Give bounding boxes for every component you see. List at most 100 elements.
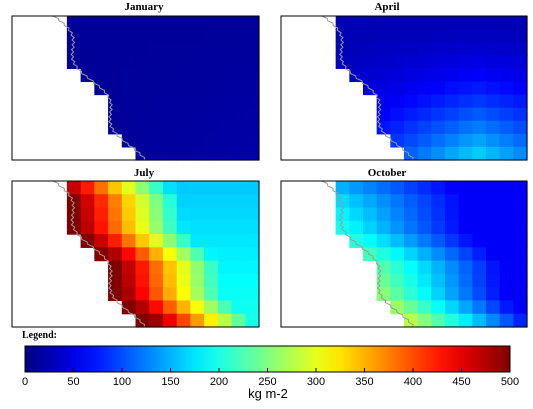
heatmap-cell — [445, 247, 460, 262]
heatmap-cell — [363, 207, 378, 222]
heatmap-cell — [217, 220, 233, 235]
heatmap-cell — [486, 234, 501, 248]
heatmap-cell — [190, 260, 205, 275]
heatmap-cell — [80, 55, 95, 69]
heatmap-cell — [417, 68, 432, 83]
heatmap-cell — [176, 146, 191, 161]
heatmap-cell — [108, 194, 123, 209]
heatmap-cell — [404, 81, 419, 96]
heatmap-cell — [231, 146, 246, 161]
heatmap-cell — [217, 55, 233, 69]
heatmap-cell — [245, 287, 260, 302]
heatmap-cell — [245, 146, 260, 161]
heatmap-cell — [204, 194, 219, 209]
heatmap-cell — [417, 247, 432, 262]
heatmap-cell — [458, 146, 473, 161]
heatmap-cell — [217, 133, 233, 148]
heatmap-cell — [135, 260, 150, 275]
heatmap-cell — [217, 234, 233, 248]
heatmap-cell — [431, 260, 446, 275]
heatmap-cell — [404, 220, 419, 235]
heatmap-cell — [94, 234, 109, 248]
heatmap-cell — [390, 42, 405, 56]
heatmap-cell — [349, 29, 364, 43]
heatmap-cell — [472, 29, 487, 43]
heatmap-cell — [390, 247, 405, 262]
heatmap-cell — [513, 181, 528, 195]
heatmap-cell — [499, 81, 514, 96]
heatmap-cell — [176, 29, 191, 43]
heatmap-cell — [231, 55, 246, 69]
heatmap-cell — [513, 300, 528, 315]
heatmap-cell — [417, 16, 432, 30]
heatmap-cell — [513, 107, 528, 122]
heatmap-cell — [513, 133, 528, 148]
heatmap-cell — [417, 94, 432, 109]
heatmap-cell — [417, 300, 432, 315]
heatmap-cell — [458, 287, 473, 302]
heatmap-cell — [445, 146, 460, 161]
heatmap-cell — [121, 260, 137, 275]
heatmap-cell — [404, 234, 419, 248]
heatmap-cell — [149, 181, 164, 195]
heatmap-cell — [121, 107, 137, 122]
heatmap-cell — [176, 287, 191, 302]
heatmap-cell — [121, 42, 137, 56]
heatmap-cell — [431, 220, 446, 235]
heatmap-cell — [162, 313, 178, 328]
heatmap-cell — [376, 29, 391, 43]
heatmap-cell — [390, 273, 405, 288]
heatmap-cell — [390, 16, 405, 30]
heatmap-cell — [335, 207, 350, 222]
heatmap-cell — [135, 300, 150, 315]
heatmap-cell — [431, 133, 446, 148]
heatmap-cell — [121, 234, 137, 248]
heatmap-cell — [417, 29, 432, 43]
heatmap-cell — [486, 313, 501, 328]
heatmap-cell — [458, 81, 473, 96]
heatmap-cell — [458, 220, 473, 235]
heatmap-cell — [80, 29, 95, 43]
heatmap-cell — [108, 207, 123, 222]
heatmap-cell — [176, 234, 191, 248]
heatmap-cell — [162, 29, 178, 43]
heatmap-cell — [431, 194, 446, 209]
heatmap-cell — [445, 81, 460, 96]
heatmap-cell — [431, 181, 446, 195]
heatmap-cell — [458, 300, 473, 315]
heatmap-cell — [349, 16, 364, 30]
heatmap-cell — [431, 287, 446, 302]
heatmap-cell — [190, 146, 205, 161]
heatmap-cell — [217, 287, 233, 302]
heatmap-cell — [149, 260, 164, 275]
heatmap-cell — [231, 29, 246, 43]
heatmap-cell — [376, 68, 391, 83]
heatmap-cell — [499, 42, 514, 56]
heatmap-cell — [190, 300, 205, 315]
heatmap-cell — [176, 194, 191, 209]
heatmap-cell — [217, 29, 233, 43]
heatmap-cell — [217, 260, 233, 275]
heatmap-cell — [363, 194, 378, 209]
heatmap-cell — [376, 207, 391, 222]
heatmap-cell — [404, 42, 419, 56]
heatmap-cell — [176, 107, 191, 122]
heatmap-cell — [458, 234, 473, 248]
heatmap-cell — [245, 194, 260, 209]
heatmap-cell — [162, 260, 178, 275]
heatmap-cell — [94, 181, 109, 195]
heatmap-cell — [431, 81, 446, 96]
heatmap-cell — [80, 207, 95, 222]
heatmap-cell — [417, 287, 432, 302]
heatmap-cell — [245, 16, 260, 30]
heatmap-cell — [190, 181, 205, 195]
heatmap-cell — [231, 120, 246, 135]
heatmap-cell — [204, 81, 219, 96]
heatmap-cell — [445, 220, 460, 235]
heatmap-cell — [431, 273, 446, 288]
heatmap-cell — [204, 247, 219, 262]
heatmap-cell — [363, 247, 378, 262]
heatmap-cell — [204, 220, 219, 235]
heatmap-cell — [217, 120, 233, 135]
